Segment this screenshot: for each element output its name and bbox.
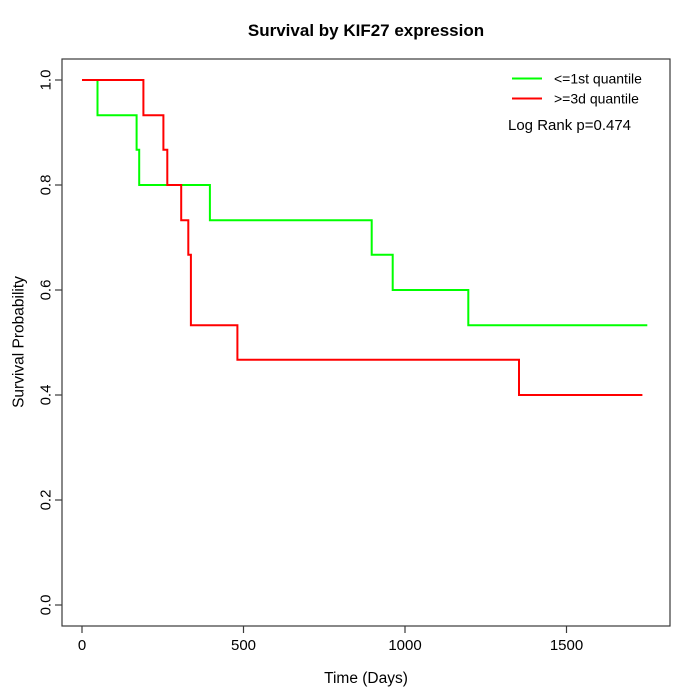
log-rank-annotation: Log Rank p=0.474 [508,117,631,134]
km-curve-le-1st-quantile [82,79,648,327]
y-axis: 0.0 0.2 0.4 0.6 0.8 1.0 [37,70,62,616]
y-tick-label: 0.4 [37,385,54,406]
chart-title: Survival by KIF27 expression [248,21,484,40]
y-tick-label: 0.2 [37,490,54,511]
x-axis: 0 500 1000 1500 [78,626,583,654]
x-axis-title: Time (Days) [324,670,408,687]
x-tick-label: 1500 [550,637,583,654]
x-tick-label: 0 [78,637,86,654]
y-tick-label: 0.8 [37,175,54,196]
y-tick-label: 0.0 [37,595,54,616]
legend: <=1st quantile >=3d quantile Log Rank p=… [508,71,642,135]
plot-area-border [61,58,671,627]
legend-label-le-1st-quantile: <=1st quantile [554,71,642,87]
y-tick-label: 0.6 [37,280,54,301]
x-tick-label: 500 [231,637,256,654]
survival-curves [82,79,648,396]
y-axis-title: Survival Probability [10,276,27,408]
y-tick-label: 1.0 [37,70,54,91]
legend-label-ge-3d-quantile: >=3d quantile [554,91,639,107]
km-curve-ge-3d-quantile [82,79,643,396]
x-tick-label: 1000 [388,637,421,654]
